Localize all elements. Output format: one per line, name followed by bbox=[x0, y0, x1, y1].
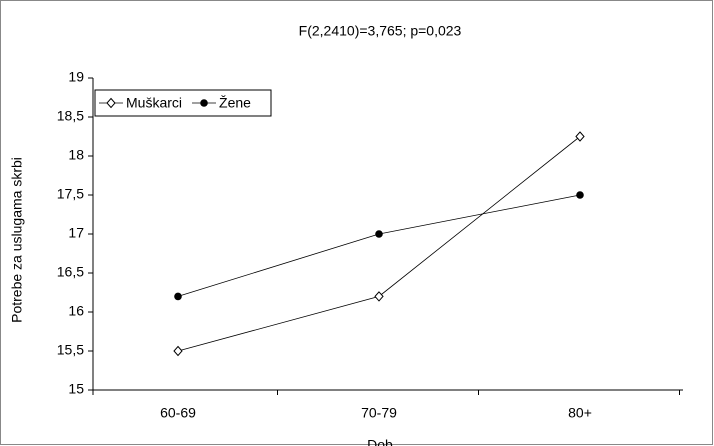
marker bbox=[375, 230, 383, 238]
chart-title: F(2,2410)=3,765; p=0,023 bbox=[299, 23, 462, 39]
y-tick-label: 19 bbox=[68, 69, 84, 85]
y-tick-label: 18 bbox=[68, 147, 84, 163]
x-tick-label: 60-69 bbox=[160, 405, 196, 421]
marker bbox=[200, 99, 208, 107]
y-tick-label: 15 bbox=[68, 381, 84, 397]
x-axis-label: Dob bbox=[367, 437, 393, 446]
marker bbox=[576, 191, 584, 199]
legend-label: Muškarci bbox=[126, 95, 182, 111]
marker bbox=[575, 131, 585, 142]
y-tick-label: 16 bbox=[68, 303, 84, 319]
legend-label: Žene bbox=[219, 95, 251, 111]
y-tick-label: 17,5 bbox=[57, 186, 84, 202]
marker bbox=[374, 291, 384, 302]
y-tick-label: 18,5 bbox=[57, 108, 84, 124]
marker bbox=[106, 97, 116, 109]
y-tick-label: 16,5 bbox=[57, 264, 84, 280]
y-tick-label: 17 bbox=[68, 225, 84, 241]
marker bbox=[173, 345, 183, 357]
y-axis-label: Potrebe za uslugama skrbi bbox=[9, 157, 25, 323]
marker bbox=[174, 292, 182, 301]
y-tick-label: 15,5 bbox=[57, 342, 84, 358]
legend-box bbox=[94, 89, 272, 117]
x-tick-label: 80+ bbox=[568, 405, 592, 421]
x-tick-label: 70-79 bbox=[361, 405, 397, 421]
